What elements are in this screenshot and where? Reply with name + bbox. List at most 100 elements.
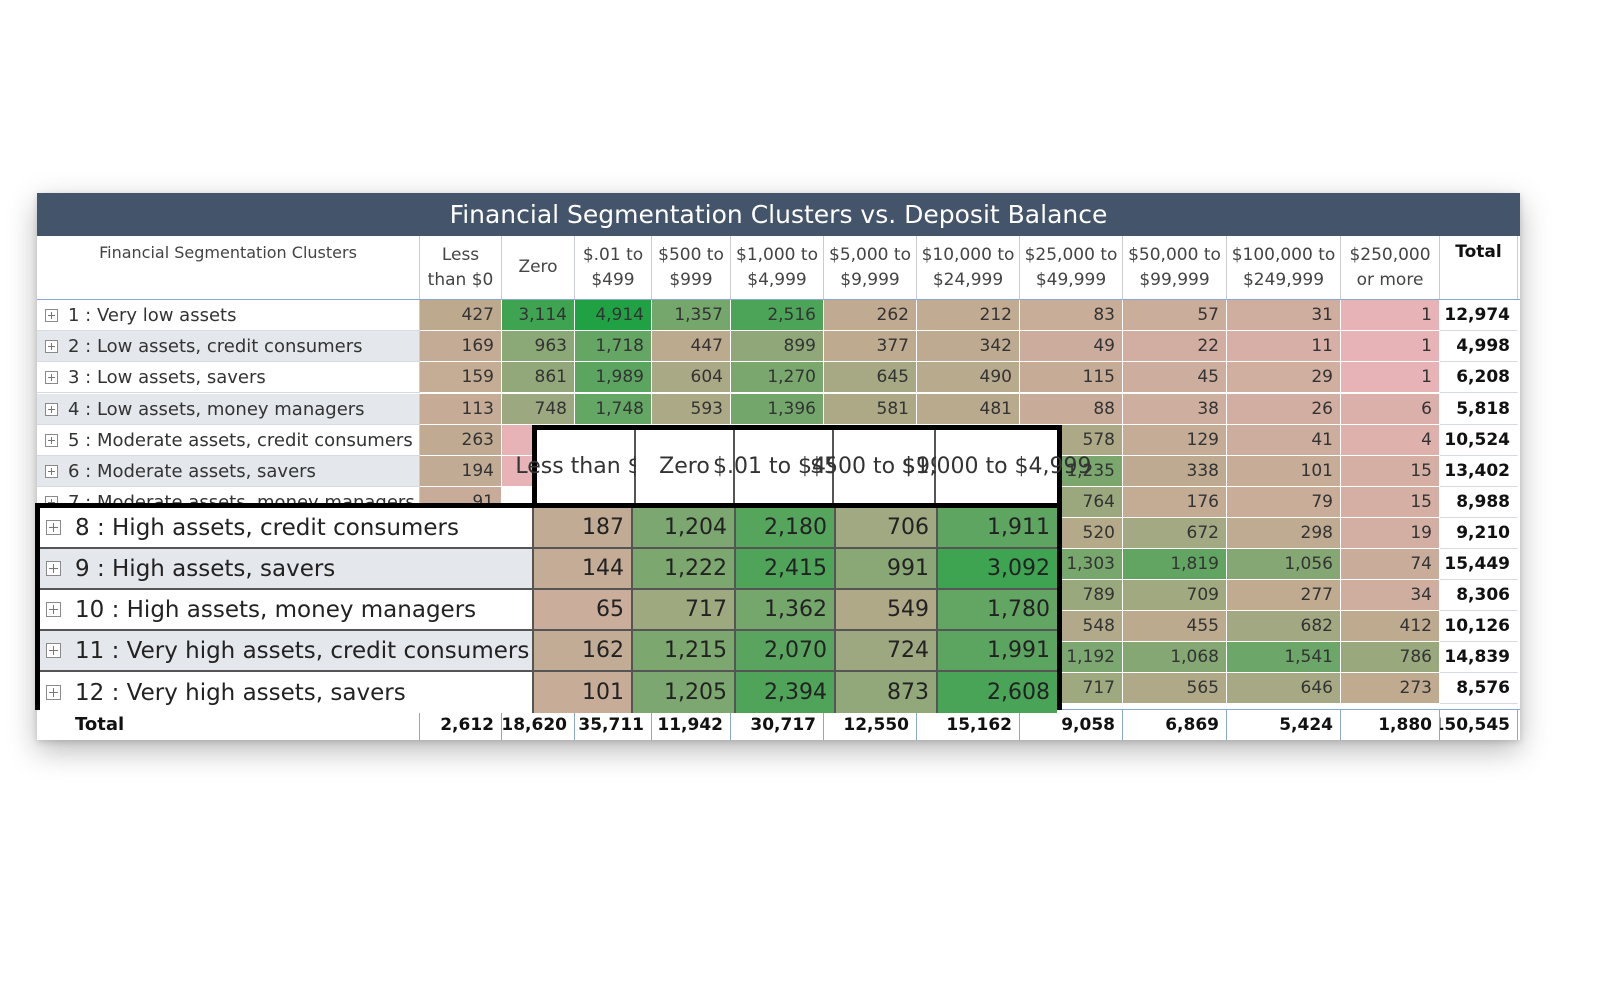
value-cell: 212 <box>917 300 1020 331</box>
row-total-cell: 9,210 <box>1440 518 1518 549</box>
value-cell: 1,718 <box>575 331 652 362</box>
row-total-cell: 10,524 <box>1440 425 1518 456</box>
value-cell: 581 <box>824 394 917 425</box>
value-cell: 41 <box>1227 425 1341 456</box>
value-cell: 899 <box>731 331 824 362</box>
value-cell: 427 <box>420 300 502 331</box>
zoom-value-cell: 1,911 <box>938 508 1057 549</box>
row-label[interactable]: 4 : Low assets, money managers <box>37 394 420 425</box>
zoom-row-label[interactable]: 10 : High assets, money managers <box>40 590 534 631</box>
value-cell: 115 <box>1020 362 1123 393</box>
zoom-value-cell: 162 <box>534 631 633 672</box>
zoom-value-cell: 717 <box>633 590 736 631</box>
column-header: $100,000 to $249,999 <box>1227 236 1341 299</box>
zoom-row-label-text: 9 : High assets, savers <box>75 555 336 582</box>
row-label[interactable]: 1 : Very low assets <box>37 300 420 331</box>
column-header: $50,000 to $99,999 <box>1123 236 1227 299</box>
zoom-row-label[interactable]: 8 : High assets, credit consumers <box>40 508 534 549</box>
expand-icon[interactable] <box>45 464 58 478</box>
value-cell: 786 <box>1341 642 1440 673</box>
expand-icon[interactable] <box>45 339 58 353</box>
grand-total-cell: 35,711 <box>575 709 652 740</box>
row-total-cell: 8,306 <box>1440 580 1518 611</box>
expand-icon[interactable] <box>45 433 58 447</box>
value-cell: 709 <box>1123 580 1227 611</box>
row-total-cell: 13,402 <box>1440 456 1518 487</box>
row-label-text: 3 : Low assets, savers <box>68 366 266 388</box>
zoom-value-cell: 1,780 <box>938 590 1057 631</box>
expand-icon[interactable] <box>46 520 61 535</box>
grand-total-cell: 30,717 <box>731 709 824 740</box>
zoom-value-cell: 1,222 <box>633 549 736 590</box>
grand-total-cell: 9,058 <box>1020 709 1123 740</box>
value-cell: 83 <box>1020 300 1123 331</box>
value-cell: 4 <box>1341 425 1440 456</box>
expand-icon[interactable] <box>45 308 58 322</box>
row-label[interactable]: 3 : Low assets, savers <box>37 362 420 393</box>
value-cell: 604 <box>652 362 731 393</box>
value-cell: 88 <box>1020 394 1123 425</box>
value-cell: 262 <box>824 300 917 331</box>
value-cell: 1,989 <box>575 362 652 393</box>
expand-icon[interactable] <box>46 643 61 658</box>
zoom-callout: 8 : High assets, credit consumers 187 1,20… <box>35 503 1062 713</box>
value-cell: 1,068 <box>1123 642 1227 673</box>
row-total-cell: 14,839 <box>1440 642 1518 673</box>
value-cell: 3,114 <box>502 300 575 331</box>
table-title: Financial Segmentation Clusters vs. Depo… <box>37 193 1520 236</box>
zoom-value-cell: 65 <box>534 590 633 631</box>
row-label-text: 4 : Low assets, money managers <box>68 398 365 420</box>
row-label[interactable]: 2 : Low assets, credit consumers <box>37 331 420 362</box>
zoom-column-header: $500 to $999 <box>810 430 958 503</box>
zoom-row-label[interactable]: 12 : Very high assets, savers <box>40 672 534 713</box>
row-header-label: Financial Segmentation Clusters <box>37 236 420 299</box>
grand-total-cell: 15,162 <box>917 709 1020 740</box>
value-cell: 15 <box>1341 456 1440 487</box>
grand-total-cell: 1,880 <box>1341 709 1440 740</box>
row-total-cell: 5,818 <box>1440 394 1518 425</box>
column-header: $.01 to $499 <box>575 236 652 299</box>
value-cell: 1 <box>1341 331 1440 362</box>
value-cell: 672 <box>1123 518 1227 549</box>
value-cell: 1,357 <box>652 300 731 331</box>
value-cell: 263 <box>420 425 502 456</box>
zoom-row-label[interactable]: 9 : High assets, savers <box>40 549 534 590</box>
zoom-value-cell: 2,180 <box>736 508 836 549</box>
row-total-cell: 6,208 <box>1440 362 1518 393</box>
zoom-value-cell: 549 <box>836 590 938 631</box>
value-cell: 176 <box>1123 487 1227 518</box>
zoom-value-cell: 1,215 <box>633 631 736 672</box>
value-cell: 31 <box>1227 300 1341 331</box>
zoom-column-header: $1,000 to $4,999 <box>901 430 1092 503</box>
row-label[interactable]: 5 : Moderate assets, credit consumers <box>37 425 420 456</box>
expand-icon[interactable] <box>46 685 61 700</box>
expand-icon[interactable] <box>45 370 58 384</box>
value-cell: 377 <box>824 331 917 362</box>
value-cell: 1,270 <box>731 362 824 393</box>
zoom-row-label[interactable]: 11 : Very high assets, credit consumers <box>40 631 534 672</box>
column-header: $5,000 to $9,999 <box>824 236 917 299</box>
value-cell: 113 <box>420 394 502 425</box>
expand-icon[interactable] <box>45 402 58 416</box>
value-cell: 101 <box>1227 456 1341 487</box>
value-cell: 169 <box>420 331 502 362</box>
grand-total-cell: 18,620 <box>502 709 575 740</box>
value-cell: 273 <box>1341 673 1440 704</box>
value-cell: 1 <box>1341 300 1440 331</box>
zoom-row-label-text: 12 : Very high assets, savers <box>75 679 406 706</box>
column-header: $25,000 to $49,999 <box>1020 236 1123 299</box>
expand-icon[interactable] <box>46 561 61 576</box>
row-total-cell: 8,988 <box>1440 487 1518 518</box>
value-cell: 1,056 <box>1227 549 1341 580</box>
row-label[interactable]: 6 : Moderate assets, savers <box>37 456 420 487</box>
value-cell: 481 <box>917 394 1020 425</box>
zoom-row-label-text: 8 : High assets, credit consumers <box>75 514 459 541</box>
row-total-cell: 12,974 <box>1440 300 1518 331</box>
expand-icon[interactable] <box>46 602 61 617</box>
zoom-value-cell: 991 <box>836 549 938 590</box>
zoom-header-box: Less than $0 Zero $.01 to $499 $500 to $999… <box>515 425 1092 508</box>
zoom-value-cell: 724 <box>836 631 938 672</box>
zoom-value-cell: 1,205 <box>633 672 736 713</box>
value-cell: 646 <box>1227 673 1341 704</box>
zoom-value-cell: 187 <box>534 508 633 549</box>
